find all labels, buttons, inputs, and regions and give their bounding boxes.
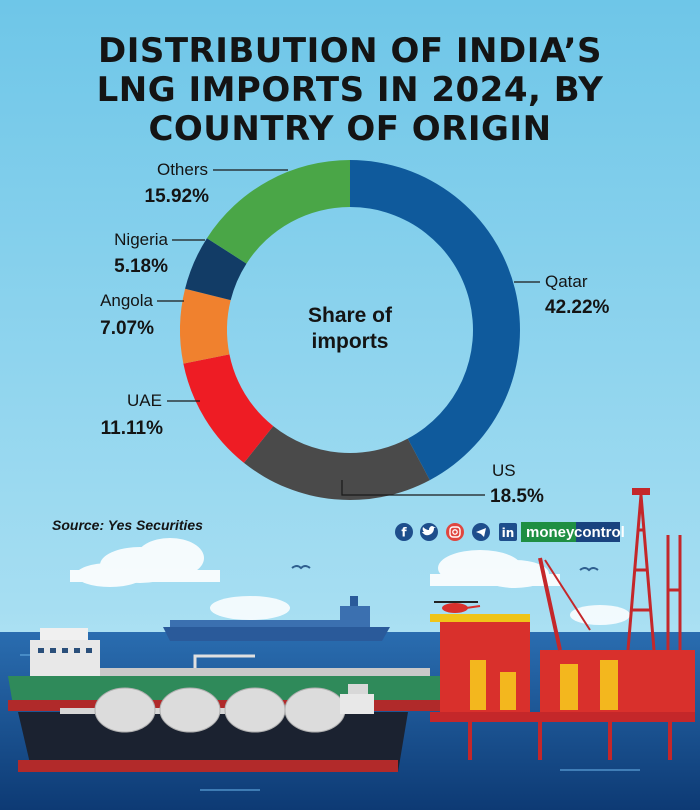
slice-label-us-name: US: [492, 461, 516, 480]
linkedin-icon[interactable]: in: [499, 523, 517, 541]
brand-part-2: control: [574, 524, 625, 541]
title-line-2: LNG IMPORTS IN 2024, BY: [97, 70, 604, 110]
cloud-left: [70, 538, 220, 587]
slice-us: [243, 426, 430, 500]
bird-icon: [579, 567, 599, 572]
leader-line-us: [341, 480, 485, 496]
slice-label-qatar-value: 42.22%: [545, 297, 610, 318]
svg-text:f: f: [401, 526, 407, 540]
distant-tanker: [163, 596, 390, 641]
title-line-1: DISTRIBUTION OF INDIA’S: [98, 31, 602, 71]
slice-label-us-value: 18.5%: [490, 486, 544, 507]
slice-label-others-value: 15.92%: [145, 186, 210, 207]
chart-title: DISTRIBUTION OF INDIA’S LNG IMPORTS IN 2…: [97, 31, 604, 149]
cloud-far: [210, 596, 630, 625]
slice-others: [206, 160, 350, 264]
center-label-line-2: imports: [311, 330, 388, 353]
slice-angola: [179, 288, 231, 364]
brand-part-1: money: [526, 524, 575, 541]
twitter-icon[interactable]: [420, 523, 438, 541]
slice-label-uae-value: 11.11%: [101, 418, 163, 439]
title-line-3: COUNTRY OF ORIGIN: [148, 109, 551, 149]
moneycontrol-logo: money control: [521, 522, 625, 542]
slice-label-angola-value: 7.07%: [100, 318, 154, 339]
leader-lines: [157, 169, 540, 496]
sea-scene: [0, 488, 700, 810]
slice-qatar: [350, 160, 521, 481]
slice-nigeria: [185, 238, 247, 301]
slice-label-qatar-name: Qatar: [545, 272, 588, 291]
center-label: Share of imports: [308, 304, 393, 353]
svg-text:in: in: [502, 526, 515, 540]
cloud-right: [430, 550, 560, 588]
source-note: Source: Yes Securities: [52, 517, 203, 533]
center-label-line-1: Share of: [308, 304, 393, 327]
oil-rig: [430, 488, 695, 760]
facebook-icon[interactable]: f: [395, 523, 413, 541]
telegram-icon[interactable]: [472, 523, 490, 541]
slice-label-nigeria-name: Nigeria: [114, 230, 168, 249]
bird-icon: [291, 565, 311, 570]
slice-labels: Others 15.92% Nigeria 5.18% Angola 7.07%…: [100, 160, 609, 507]
lng-carrier: [18, 684, 408, 772]
slice-label-others-name: Others: [157, 160, 208, 179]
donut-chart: [179, 160, 521, 500]
slice-uae: [183, 354, 274, 463]
slice-label-uae-name: UAE: [127, 391, 162, 410]
slice-label-angola-name: Angola: [100, 291, 153, 310]
instagram-icon[interactable]: [446, 523, 464, 541]
slice-label-nigeria-value: 5.18%: [114, 256, 168, 277]
helicopter-icon: [434, 601, 481, 613]
social-bar: f in money control: [395, 522, 625, 542]
